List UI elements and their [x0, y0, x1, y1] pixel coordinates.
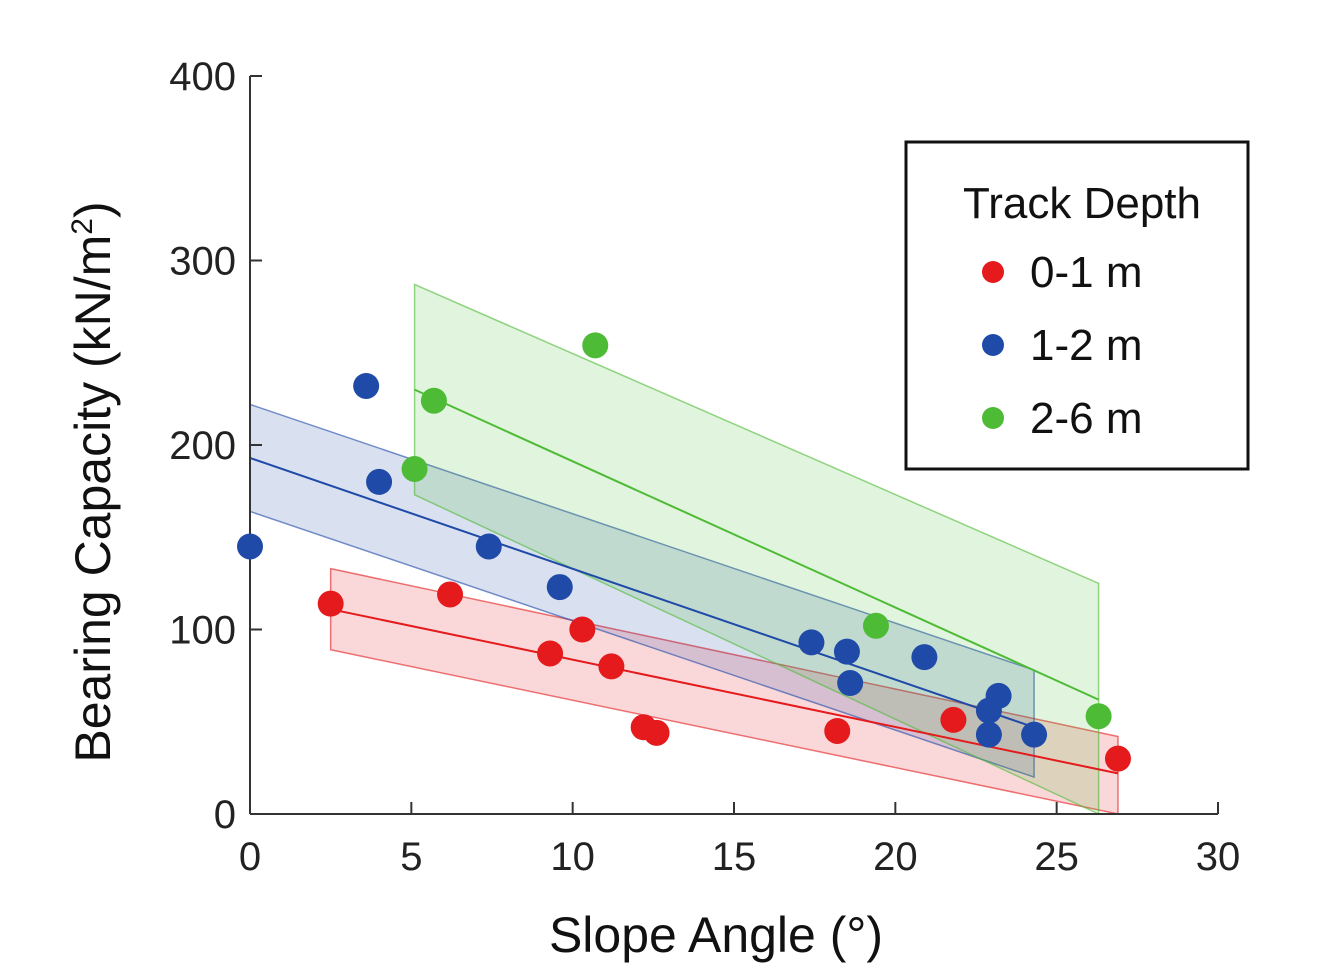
point-1-2m [975, 721, 1002, 748]
fit-line-1-2m [249, 456, 1035, 729]
point-0-1m [537, 640, 564, 667]
point-1-2m [366, 468, 393, 495]
point-0-1m [317, 590, 344, 617]
legend-label-2-6m: 2-6 m [1030, 394, 1142, 443]
legend-items: 0-1 m 1-2 m 2-6 m [982, 248, 1142, 443]
legend-marker-2-6m [982, 407, 1004, 429]
point-0-1m [598, 653, 625, 680]
y-axis-title-main: Bearing Capacity (kN/m [65, 235, 121, 763]
y-tick-label: 400 [169, 55, 236, 99]
point-0-1m [1104, 745, 1131, 772]
legend-box [904, 140, 1250, 471]
x-tick-label: 20 [873, 835, 918, 879]
y-tick-label: 200 [169, 424, 236, 468]
y-tick-label: 100 [169, 609, 236, 653]
point-0-1m [824, 717, 851, 744]
data-points [237, 332, 1131, 772]
point-1-2m [911, 644, 938, 671]
x-tick-label: 30 [1196, 835, 1241, 879]
point-1-2m [546, 574, 573, 601]
point-2-6m [1085, 703, 1112, 730]
y-axis-title-close: ) [65, 201, 121, 218]
legend: Track Depth 0-1 m 1-2 m 2-6 m [904, 140, 1250, 471]
point-1-2m [985, 682, 1012, 709]
point-0-1m [569, 616, 596, 643]
point-1-2m [1021, 721, 1048, 748]
point-1-2m [475, 533, 502, 560]
point-1-2m [833, 638, 860, 665]
point-0-1m [437, 581, 464, 608]
y-tick-label: 0 [214, 793, 236, 837]
x-tick-label: 15 [712, 835, 757, 879]
y-axis-title-superscript: 2 [66, 218, 99, 235]
axes: 0 100 200 300 400 0 5 10 15 20 25 30 [169, 55, 1240, 879]
x-tick-label: 10 [550, 835, 595, 879]
point-1-2m [798, 629, 825, 656]
point-2-6m [401, 455, 428, 482]
point-0-1m [940, 706, 967, 733]
x-axis-title: Slope Angle (°) [549, 907, 883, 963]
point-0-1m [643, 719, 670, 746]
point-1-2m [353, 372, 380, 399]
x-tick-label: 25 [1034, 835, 1079, 879]
fit-line-2-6m [414, 388, 1100, 701]
legend-label-0-1m: 0-1 m [1030, 248, 1142, 297]
point-1-2m [237, 533, 263, 560]
legend-label-1-2m: 1-2 m [1030, 321, 1142, 370]
x-tick-label: 5 [400, 835, 422, 879]
point-2-6m [420, 387, 447, 414]
y-tick-label: 300 [169, 240, 236, 284]
legend-marker-1-2m [982, 334, 1004, 356]
point-2-6m [862, 612, 889, 639]
legend-marker-0-1m [982, 261, 1004, 283]
x-tick-label: 0 [239, 835, 261, 879]
point-2-6m [582, 332, 609, 359]
y-axis-title: Bearing Capacity (kN/m2) [65, 201, 121, 762]
point-1-2m [837, 670, 864, 697]
legend-title: Track Depth [963, 179, 1201, 228]
